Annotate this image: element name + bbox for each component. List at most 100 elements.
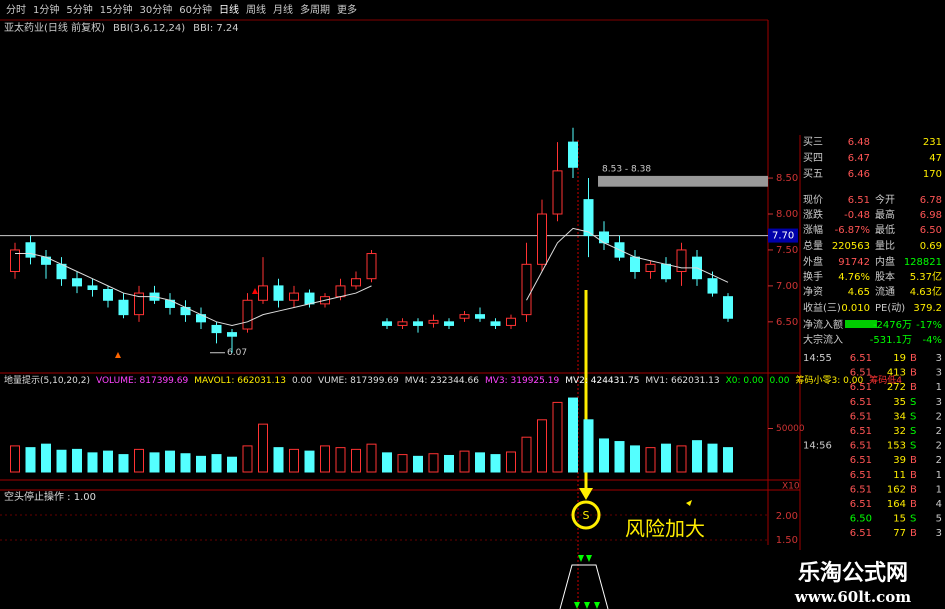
candle-body (723, 296, 733, 319)
candle-body (645, 263, 656, 273)
candle-body (583, 199, 594, 237)
trade-price: 6.51 (850, 455, 872, 466)
volume-bar (242, 445, 253, 473)
header-item: 筹码小零3: 0.00 (796, 374, 864, 386)
flow-pct: -4% (923, 335, 942, 346)
stat-label: 净资 (803, 285, 823, 298)
toolbar-item[interactable]: 月线 (273, 3, 293, 16)
candle-body (475, 314, 485, 319)
stat-value: 6.78 (920, 195, 942, 206)
stat-label: PE(动) (875, 302, 905, 314)
trade-count: 5 (936, 514, 942, 525)
bid-label: 买五 (803, 168, 823, 180)
candle-body (707, 278, 718, 294)
y-tick-label: 50000 (776, 424, 805, 434)
trade-price: 6.51 (850, 528, 872, 539)
toolbar-item[interactable]: 分时 (6, 4, 26, 16)
volume-bar (41, 443, 51, 473)
toolbar-item[interactable]: 多周期 (300, 3, 330, 16)
volume-bar (676, 445, 687, 473)
toolbar-item[interactable]: 更多 (337, 3, 357, 16)
current-label-bg (768, 228, 798, 243)
volume-bar (103, 450, 113, 473)
stat-value: 0.010 (841, 303, 870, 314)
volume-bar (87, 452, 98, 473)
flow-label: 大宗流入 (803, 333, 843, 346)
flow-label: 净流入额 (803, 318, 843, 331)
arrow-mark (252, 288, 258, 294)
candle-body (304, 292, 315, 305)
toolbar-item[interactable]: 5分钟 (66, 3, 92, 16)
candle-body (87, 285, 98, 290)
triangle (586, 555, 592, 562)
volume-bar (335, 447, 346, 473)
bid-label: 买三 (803, 136, 823, 148)
signal-circle (571, 500, 601, 530)
y-tick-label: 7.00 (776, 281, 798, 292)
volume-bar (180, 453, 191, 473)
candle-body (56, 263, 67, 280)
header-item: 筹码低4 (869, 374, 902, 386)
toolbar: 分时 1分钟 5分钟 15分钟 30分钟 60分钟 日线 周线 月线 多周期 更多 (6, 3, 357, 16)
toolbar-item[interactable]: 周线 (246, 3, 266, 16)
stat-value: 0.69 (920, 241, 942, 252)
candle-body (242, 299, 253, 330)
y-tick-label: 8.00 (776, 209, 798, 220)
candle-body (273, 285, 284, 301)
trade-count: 2 (936, 441, 942, 452)
candle-body (227, 332, 237, 337)
stat-label: 涨跌 (803, 208, 823, 221)
volume-bar (599, 438, 609, 473)
stat-value: 379.2 (913, 303, 942, 314)
volume-bar (568, 397, 578, 473)
triangle (594, 602, 600, 609)
volume-bar (304, 450, 315, 473)
y-tick-label: 6.50 (776, 317, 798, 328)
toolbar-item[interactable]: 30分钟 (139, 3, 172, 16)
candle-body (459, 314, 470, 319)
header-item: VUME: 817399.69 (318, 376, 399, 386)
candle-body (103, 288, 113, 301)
signal-marker: S (583, 509, 590, 522)
candle-body (490, 321, 501, 326)
toolbar-item[interactable]: 60分钟 (179, 3, 212, 16)
trade-side: B (910, 528, 917, 539)
candle-body (335, 285, 346, 298)
trade-volume: 11 (893, 470, 906, 481)
arrow-head (579, 488, 593, 500)
stat-label: 换手 (803, 270, 823, 283)
trade-count: 3 (936, 353, 942, 364)
unit-label: X10 (782, 482, 800, 492)
volume-bar (475, 452, 485, 473)
stat-value: 128821 (904, 257, 942, 268)
trade-count: 3 (936, 528, 942, 539)
candle-body (521, 263, 532, 316)
stat-value: -6.87% (835, 225, 870, 236)
trade-price: 6.51 (850, 441, 872, 452)
trade-price: 6.51 (850, 484, 872, 495)
candle-body (134, 292, 144, 316)
candle-body (506, 317, 516, 326)
trade-count: 4 (936, 499, 942, 510)
candle-body (552, 170, 563, 215)
flow-pct: -17% (916, 320, 942, 331)
panel-header: 空头停止操作 : 1.00 (4, 490, 96, 503)
trade-side: B (910, 499, 917, 510)
trade-price: 6.51 (850, 382, 872, 393)
trade-count: 1 (936, 470, 942, 481)
volume-bar (258, 423, 268, 473)
candle-body (351, 278, 361, 287)
bid-price: 6.47 (848, 153, 870, 164)
stat-value: 4.76% (838, 272, 870, 283)
toolbar-item[interactable]: 1分钟 (33, 3, 59, 16)
volume-bar (134, 448, 144, 473)
candle-body (568, 141, 578, 168)
trade-side: S (910, 397, 916, 408)
trade-volume: 34 (893, 411, 906, 422)
trade-volume: 272 (887, 382, 906, 393)
toolbar-item[interactable]: 日线 (219, 3, 239, 16)
toolbar-item[interactable]: 15分钟 (100, 3, 133, 16)
candle-body (25, 242, 36, 258)
flow-value: -2476万 (873, 320, 912, 331)
